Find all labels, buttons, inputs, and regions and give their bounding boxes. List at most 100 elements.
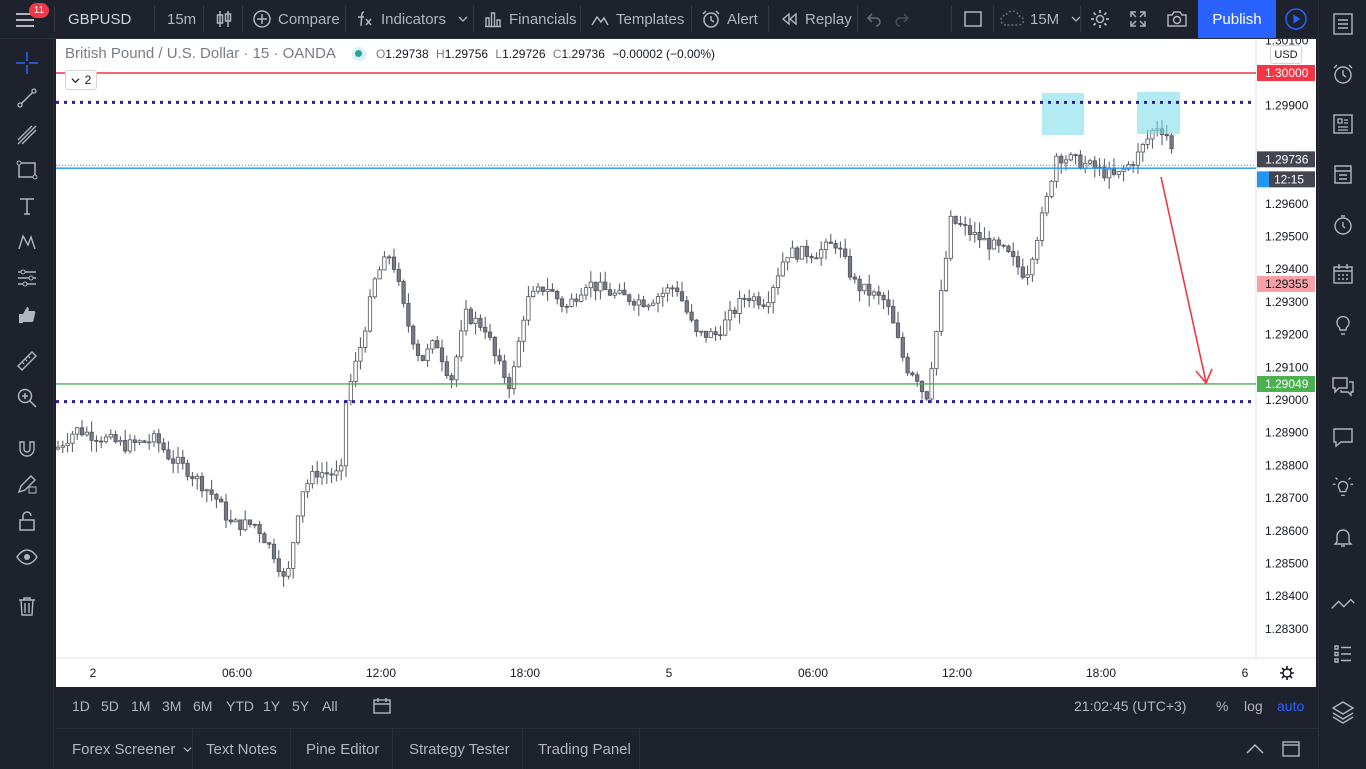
icon-tool[interactable]	[14, 302, 40, 328]
hotlists-button[interactable]	[1330, 161, 1356, 187]
resistance-price-tag[interactable]: 1.30000	[1257, 65, 1315, 81]
trading-panel-tab[interactable]: Trading Panel	[538, 740, 631, 758]
auto-toggle[interactable]: auto	[1277, 698, 1305, 714]
range-button-3m[interactable]: 3M	[162, 698, 182, 714]
highlight-box-right[interactable]	[1137, 92, 1180, 134]
candle	[991, 239, 997, 250]
symbol-title[interactable]: British Pound / U.S. Dollar · 15 · OANDA	[65, 45, 336, 62]
text-icon	[20, 198, 34, 215]
date-range-button[interactable]	[372, 687, 392, 725]
countdown-tag[interactable]: 12:15	[1257, 171, 1315, 188]
text-tool[interactable]	[14, 193, 40, 219]
candle	[574, 298, 579, 302]
compare-button[interactable]: Compare	[252, 0, 340, 38]
help-button[interactable]	[1330, 474, 1356, 500]
candle	[511, 366, 517, 390]
support-price-tag[interactable]: 1.29049	[1257, 375, 1315, 392]
chart-style-button[interactable]	[214, 0, 234, 38]
interval-button[interactable]: 15m	[167, 10, 197, 28]
financials-button[interactable]: Financials	[483, 0, 577, 38]
last-price-tag[interactable]: 1.29736	[1257, 151, 1315, 168]
chart-canvas[interactable]: 1.301001.299001.296001.295001.294001.293…	[56, 39, 1316, 687]
rectangle-tool[interactable]	[14, 157, 40, 183]
candle	[790, 247, 795, 259]
maximize-panel-button[interactable]	[1281, 729, 1301, 769]
object-tree-button[interactable]	[1330, 641, 1356, 667]
chart-pane[interactable]: 1.30100 1.29900 1.29600 1.29500 1.29400 1.293…	[56, 39, 1316, 687]
notifications-button[interactable]	[1330, 524, 1356, 550]
watchlist-button[interactable]	[1330, 11, 1356, 37]
play-button[interactable]	[1285, 0, 1307, 38]
time-tick-label: 06:00	[798, 666, 828, 680]
candle	[636, 299, 641, 306]
range-button-all[interactable]: All	[322, 698, 338, 714]
calendar-button[interactable]	[1330, 261, 1356, 287]
pine-editor-tab[interactable]: Pine Editor	[306, 740, 380, 758]
trend-line-tool[interactable]	[14, 85, 40, 111]
candle	[814, 257, 819, 260]
lock-drawings-tool[interactable]	[14, 508, 40, 534]
settings-button[interactable]	[1089, 0, 1111, 38]
stay-drawing-tool[interactable]	[14, 471, 40, 497]
templates-button[interactable]: Templates	[590, 0, 684, 38]
legend-collapse-button[interactable]: 2	[65, 70, 97, 90]
pattern-tool[interactable]	[14, 229, 40, 255]
hide-drawings-tool[interactable]	[14, 544, 40, 570]
range-button-ytd[interactable]: YTD	[226, 698, 254, 714]
symbol-search-button[interactable]: GBPUSD	[68, 10, 132, 28]
chats-button[interactable]	[1330, 374, 1356, 400]
trading-button[interactable]	[1330, 591, 1356, 617]
candle	[915, 374, 920, 382]
strategy-tester-tab[interactable]: Strategy Tester	[409, 740, 510, 758]
range-button-5d[interactable]: 5D	[101, 698, 119, 714]
bottom-panel-bar: Forex Screener Text Notes Pine Editor St…	[56, 728, 1318, 769]
publish-button[interactable]: Publish	[1198, 0, 1276, 38]
cloud-interval-button[interactable]: 15M	[999, 0, 1081, 38]
candle	[819, 249, 824, 259]
range-button-1d[interactable]: 1D	[72, 698, 90, 714]
time-tick-label: 18:00	[1086, 666, 1116, 680]
text-notes-tab[interactable]: Text Notes	[206, 740, 277, 758]
range-button-5y[interactable]: 5Y	[292, 698, 310, 714]
crosshair-tool[interactable]	[14, 50, 40, 76]
clock-display[interactable]: 21:02:45 (UTC+3)	[1074, 698, 1187, 714]
redo-button[interactable]	[893, 0, 911, 38]
alerts-button[interactable]	[1330, 61, 1356, 87]
percent-toggle[interactable]: %	[1216, 698, 1229, 714]
marker-price-tag[interactable]: 1.29355	[1257, 275, 1315, 292]
layers-button[interactable]	[1330, 699, 1356, 725]
pitchfork-tool[interactable]	[14, 122, 40, 148]
layout-button[interactable]	[963, 0, 983, 38]
measure-tool[interactable]	[14, 348, 40, 374]
alert-button[interactable]: Alert	[701, 0, 758, 38]
forex-screener-tab[interactable]: Forex Screener	[72, 729, 192, 769]
currency-label[interactable]: USD	[1270, 45, 1302, 64]
zoom-tool[interactable]	[14, 385, 40, 411]
magnet-tool[interactable]	[14, 436, 40, 462]
prediction-tool[interactable]	[14, 265, 40, 291]
data-window-button[interactable]	[1330, 111, 1356, 137]
fullscreen-button[interactable]	[1128, 0, 1148, 38]
fullscreen-icon	[1130, 11, 1146, 27]
range-button-1m[interactable]: 1M	[131, 698, 151, 714]
range-button-6m[interactable]: 6M	[193, 698, 213, 714]
candle	[185, 462, 190, 477]
indicators-button[interactable]: Indicators	[355, 0, 468, 38]
messages-button[interactable]	[1330, 424, 1356, 450]
axis-settings-icon[interactable]	[1280, 666, 1294, 680]
collapse-panel-button[interactable]	[1245, 729, 1265, 769]
speed-button[interactable]	[1330, 212, 1356, 238]
replay-button[interactable]: Replay	[779, 0, 852, 38]
undo-button[interactable]	[865, 0, 883, 38]
market-status-dot	[351, 46, 366, 61]
highlight-box-left[interactable]	[1042, 93, 1084, 135]
ideas-button[interactable]	[1330, 312, 1356, 338]
trend-icon	[1331, 598, 1355, 609]
candle	[967, 225, 973, 235]
snapshot-button[interactable]	[1166, 0, 1188, 38]
remove-drawings-tool[interactable]	[14, 593, 40, 619]
forecast-arrow[interactable]	[1160, 176, 1213, 385]
log-toggle[interactable]: log	[1244, 698, 1263, 714]
svg-text:1.30000: 1.30000	[1265, 66, 1309, 80]
range-button-1y[interactable]: 1Y	[263, 698, 281, 714]
